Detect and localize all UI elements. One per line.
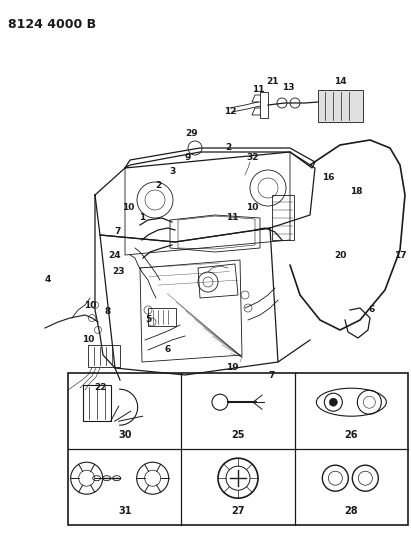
Text: 27: 27 bbox=[231, 506, 245, 516]
Text: 1: 1 bbox=[139, 214, 145, 222]
Text: 8124 4000 B: 8124 4000 B bbox=[8, 18, 96, 31]
Text: 7: 7 bbox=[115, 228, 121, 237]
Text: 12: 12 bbox=[224, 108, 236, 117]
Text: 24: 24 bbox=[109, 251, 121, 260]
Bar bbox=[272, 195, 294, 240]
Text: 8: 8 bbox=[105, 308, 111, 317]
Text: 19: 19 bbox=[226, 364, 238, 373]
Text: 11: 11 bbox=[226, 214, 238, 222]
Text: 16: 16 bbox=[322, 174, 334, 182]
Text: 17: 17 bbox=[394, 251, 406, 260]
Text: 30: 30 bbox=[118, 430, 132, 440]
Circle shape bbox=[329, 398, 337, 406]
Text: 14: 14 bbox=[334, 77, 346, 86]
Text: 22: 22 bbox=[94, 384, 106, 392]
Text: 32: 32 bbox=[247, 154, 259, 163]
Bar bbox=[318, 90, 363, 122]
Text: 10: 10 bbox=[246, 204, 258, 213]
Text: 13: 13 bbox=[282, 84, 294, 93]
Text: 31: 31 bbox=[118, 506, 132, 516]
Text: 21: 21 bbox=[266, 77, 278, 86]
Text: 2: 2 bbox=[225, 143, 231, 152]
Text: 10: 10 bbox=[122, 203, 134, 212]
Bar bbox=[83, 385, 111, 421]
Text: 3: 3 bbox=[169, 167, 175, 176]
Text: 11: 11 bbox=[252, 85, 264, 94]
Bar bbox=[88, 345, 120, 367]
Text: 10: 10 bbox=[84, 301, 96, 310]
Text: 5: 5 bbox=[145, 316, 151, 325]
Text: 20: 20 bbox=[334, 251, 346, 260]
Text: 26: 26 bbox=[344, 430, 358, 440]
Text: 28: 28 bbox=[344, 506, 358, 516]
Text: 29: 29 bbox=[186, 128, 199, 138]
Bar bbox=[68, 373, 408, 525]
Text: 10: 10 bbox=[82, 335, 94, 344]
Text: 4: 4 bbox=[45, 276, 51, 285]
Bar bbox=[148, 308, 176, 326]
Text: 7: 7 bbox=[269, 370, 275, 379]
Text: 6: 6 bbox=[165, 345, 171, 354]
Text: 9: 9 bbox=[185, 154, 191, 163]
Text: 6: 6 bbox=[369, 305, 375, 314]
Text: 23: 23 bbox=[112, 268, 124, 277]
Text: 25: 25 bbox=[231, 430, 245, 440]
Text: 2: 2 bbox=[155, 181, 161, 190]
Text: 18: 18 bbox=[350, 188, 362, 197]
